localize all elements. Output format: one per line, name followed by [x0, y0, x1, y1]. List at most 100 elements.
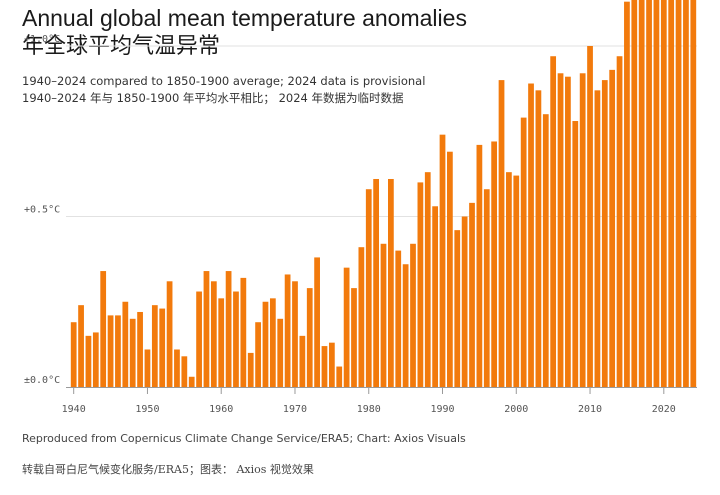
bar-1982	[380, 243, 387, 387]
bar-1991	[447, 151, 453, 387]
bar-1993	[461, 216, 468, 387]
bar-2009	[579, 73, 586, 387]
bar-1966	[262, 301, 269, 387]
bar-1974	[321, 346, 328, 387]
bar-2019	[653, 0, 660, 388]
bar-1997	[491, 141, 498, 387]
bar-2000	[513, 175, 520, 387]
bar-1967	[269, 298, 276, 387]
bar-1963	[240, 277, 247, 387]
bar-1980	[365, 189, 372, 387]
bar-2001	[520, 117, 527, 388]
bar-2014	[616, 56, 623, 387]
bar-1962	[233, 291, 239, 387]
bar-1998	[498, 80, 505, 387]
bar-1999	[506, 172, 512, 387]
bar-2021	[668, 0, 675, 387]
bar-1983	[388, 178, 394, 387]
bar-1996	[483, 189, 490, 387]
bar-2003	[535, 90, 542, 387]
bar-1954	[174, 349, 180, 387]
bar-1981	[373, 178, 379, 387]
bar-1965	[255, 322, 261, 387]
bar-1984	[395, 250, 402, 387]
bar-2018	[646, 0, 652, 387]
bar-1944	[100, 271, 107, 387]
bar-1957	[196, 291, 202, 387]
bar-2015	[624, 1, 630, 387]
bar-1987	[417, 182, 424, 387]
bar-2017	[638, 0, 645, 387]
bar-1975	[328, 342, 335, 387]
bar-1950	[144, 349, 151, 387]
bar-1992	[454, 230, 461, 387]
x-tick-label: 1970	[283, 404, 307, 415]
x-tick-label: 1980	[357, 404, 381, 415]
bar-1942	[85, 335, 92, 387]
bar-1961	[225, 271, 232, 387]
chart-title: Annual global mean temperature anomalies	[22, 5, 467, 31]
bar-1945	[107, 315, 114, 387]
y-tick-label: +1.0°C	[24, 34, 60, 45]
bar-2008	[572, 121, 579, 388]
bar-1947	[122, 301, 129, 387]
bar-2012	[601, 80, 608, 387]
x-tick-label: 1990	[430, 404, 454, 415]
y-tick-label: ±0.0°C	[24, 375, 60, 386]
bar-1976	[336, 366, 343, 387]
bar-2011	[594, 90, 601, 387]
bar-1952	[159, 308, 166, 387]
bar-2010	[587, 46, 593, 387]
bar-1956	[188, 376, 195, 387]
bar-1973	[314, 257, 320, 387]
bar-1988	[424, 172, 431, 387]
bar-1979	[358, 247, 365, 387]
source-note-zh: 转载自哥白尼气候变化服务/ERA5；图表： Axios 视觉效果	[22, 463, 314, 476]
bar-1964	[247, 352, 254, 387]
bar-1943	[92, 332, 99, 387]
bar-1946	[115, 315, 121, 387]
x-tick-label: 1960	[209, 404, 233, 415]
bar-1968	[277, 318, 284, 387]
bar-1948	[129, 318, 136, 387]
bar-1971	[299, 335, 306, 387]
bar-2007	[565, 76, 571, 387]
bar-1958	[203, 271, 210, 387]
bar-2020	[660, 0, 667, 387]
bar-2006	[557, 73, 564, 387]
x-tick-label: 1940	[62, 404, 86, 415]
y-tick-label: +0.5°C	[24, 205, 60, 216]
bar-2023	[683, 0, 689, 387]
x-tick-label: 1950	[135, 404, 159, 415]
bar-2024	[690, 0, 697, 387]
x-tick-label: 2000	[504, 404, 528, 415]
bar-1972	[306, 288, 313, 387]
x-tick-label: 2020	[652, 404, 676, 415]
bar-2016	[631, 0, 638, 387]
bar-1989	[432, 206, 439, 387]
bar-1978	[351, 288, 357, 387]
bar-1970	[292, 281, 298, 387]
chart-subtitle-zh: 1940–2024 年与 1850-1900 年平均水平相比； 2024 年数据…	[22, 91, 404, 105]
bar-1990	[439, 134, 446, 387]
x-tick-label: 2010	[578, 404, 602, 415]
bar-1977	[343, 267, 350, 387]
bar-2002	[528, 83, 534, 387]
bar-1995	[476, 144, 483, 387]
bar-1955	[181, 356, 188, 387]
bar-1953	[166, 281, 173, 387]
source-note: Reproduced from Copernicus Climate Chang…	[22, 432, 466, 445]
bar-2004	[542, 114, 549, 387]
bar-2005	[550, 56, 557, 387]
bar-2013	[609, 69, 616, 388]
bar-1941	[78, 305, 84, 387]
bar-1985	[402, 264, 409, 387]
chart-subtitle: 1940–2024 compared to 1850-1900 average;…	[22, 74, 426, 88]
bar-1940	[70, 322, 77, 387]
bar-1959	[210, 281, 217, 387]
bar-1949	[137, 311, 143, 387]
bar-1969	[284, 274, 291, 387]
bar-1986	[410, 243, 416, 387]
bar-2022	[675, 0, 682, 388]
